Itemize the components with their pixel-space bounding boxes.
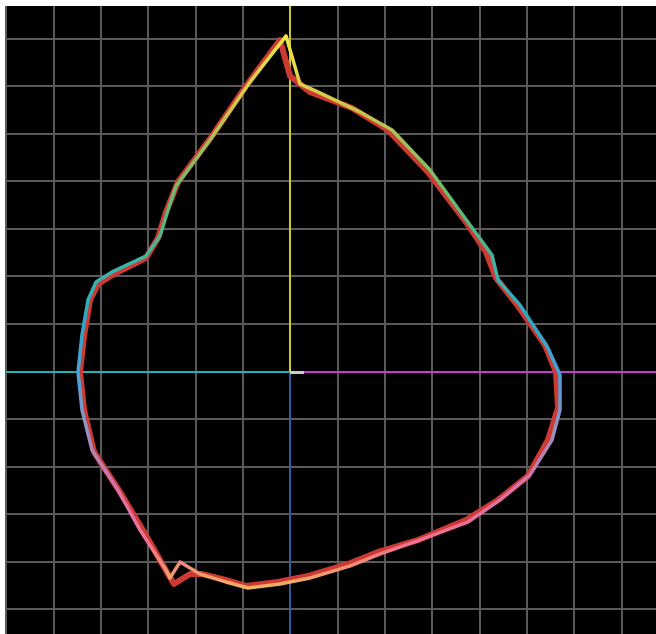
reference-outline [77,37,561,589]
origin-marker [290,371,304,374]
plot-background [6,6,656,634]
traced-outline [76,34,562,590]
